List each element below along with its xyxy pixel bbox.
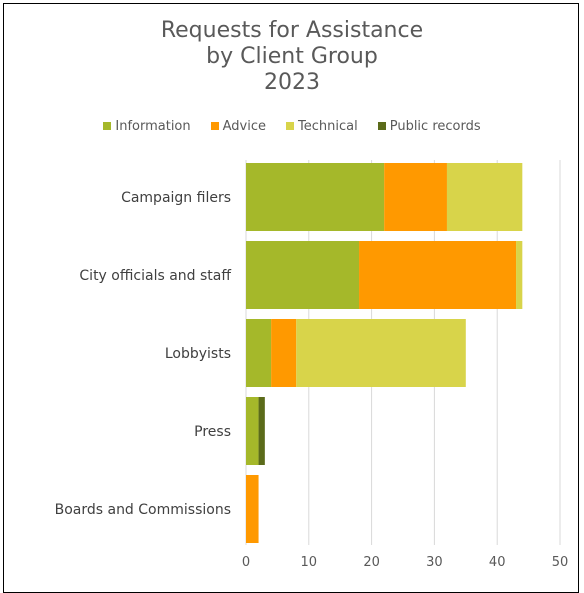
category-label-0: Campaign filers bbox=[121, 190, 231, 206]
bar-technical-0 bbox=[446, 163, 523, 231]
chart-title-line-1: Requests for Assistance bbox=[160, 18, 424, 43]
bar-advice-0 bbox=[384, 163, 447, 231]
category-label-4: Boards and Commissions bbox=[55, 502, 231, 518]
bar-technical-1 bbox=[516, 241, 523, 309]
x-tick-label-3: 30 bbox=[426, 555, 443, 570]
category-label-1: City officials and staff bbox=[79, 268, 231, 284]
bar-advice-4 bbox=[246, 475, 259, 543]
x-tick-label-0: 0 bbox=[242, 555, 250, 570]
legend-item-advice: Advice bbox=[210, 118, 267, 134]
bar-information-2 bbox=[246, 319, 272, 387]
bar-technical-2 bbox=[296, 319, 466, 387]
x-tick-label-2: 20 bbox=[363, 555, 380, 570]
legend-item-technical: Technical bbox=[286, 119, 358, 134]
chart-title-line-2: by Client Group bbox=[206, 44, 378, 69]
legend-item-information: Information bbox=[103, 118, 191, 134]
legend-swatch-information bbox=[103, 122, 112, 130]
legend-label-public-records: Public records bbox=[389, 118, 481, 134]
plot-area: Campaign filers City officials and staff L… bbox=[55, 160, 569, 570]
chart-title: Requests for Assistance by Client Group … bbox=[0, 18, 584, 96]
bar-public-records-3 bbox=[258, 397, 265, 465]
legend-swatch-advice bbox=[210, 122, 219, 130]
category-label-3: Press bbox=[194, 424, 231, 440]
x-tick-label-4: 40 bbox=[489, 555, 506, 570]
x-tick-label-5: 50 bbox=[552, 555, 569, 570]
bar-information-0 bbox=[246, 163, 385, 231]
legend: Information Advice Technical Public reco… bbox=[0, 117, 584, 135]
category-label-2: Lobbyists bbox=[165, 346, 231, 362]
legend-label-information: Information bbox=[115, 118, 191, 134]
legend-label-technical: Technical bbox=[298, 118, 358, 134]
bar-information-3 bbox=[246, 397, 259, 465]
x-tick-label-1: 10 bbox=[301, 555, 318, 570]
legend-label-advice: Advice bbox=[222, 118, 267, 134]
bar-advice-1 bbox=[359, 241, 517, 309]
legend-swatch-technical bbox=[286, 122, 295, 130]
bar-information-1 bbox=[246, 241, 360, 309]
chart-title-line-3: 2023 bbox=[264, 70, 320, 95]
bar-advice-2 bbox=[271, 319, 297, 387]
legend-item-public-records: Public records bbox=[377, 118, 481, 134]
legend-swatch-public-records bbox=[377, 122, 386, 130]
